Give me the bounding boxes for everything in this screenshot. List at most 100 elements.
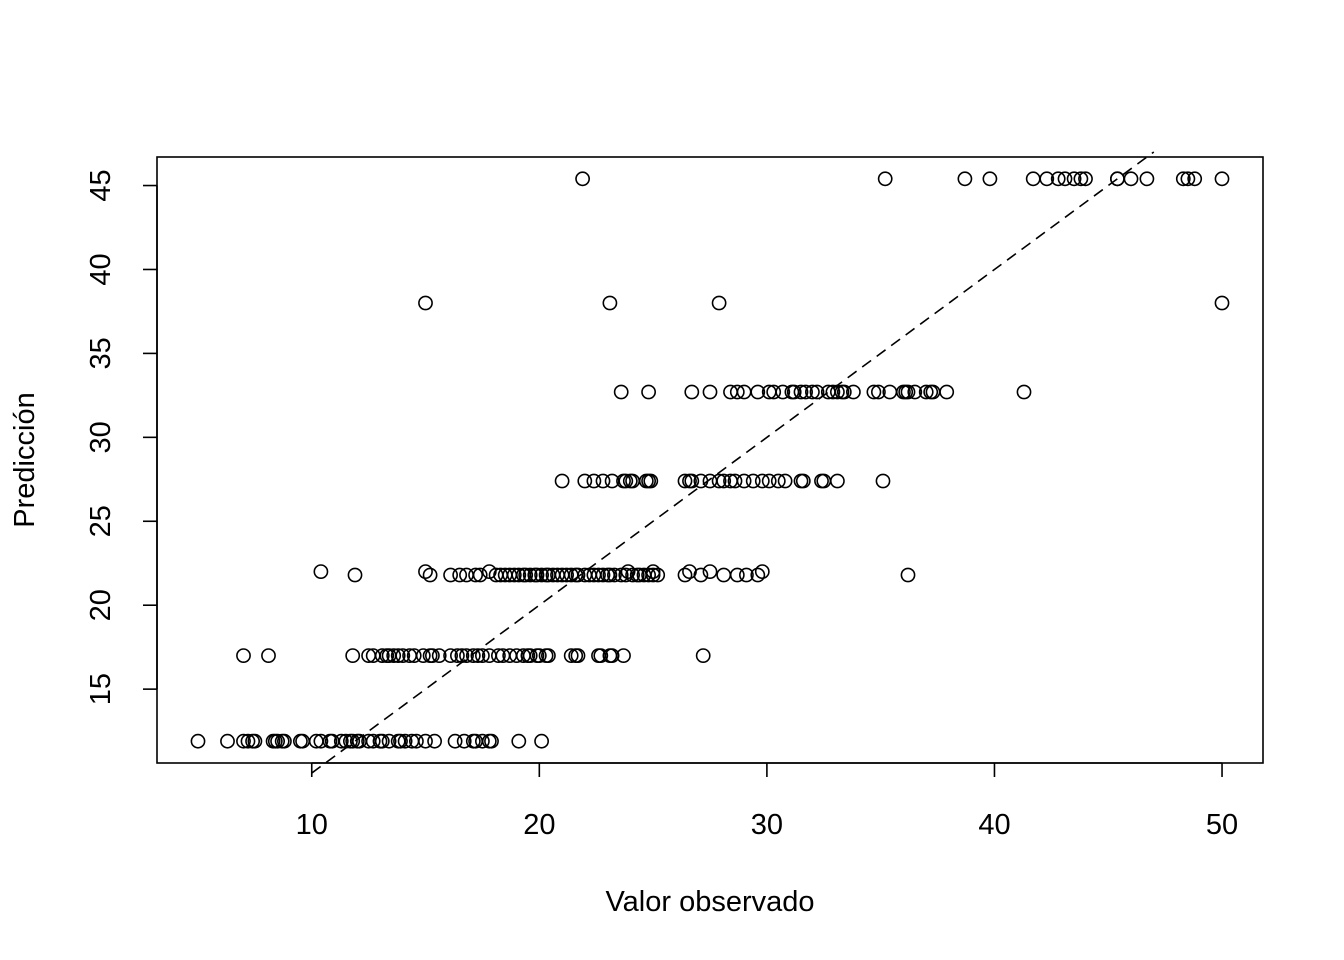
data-point: [939, 384, 955, 400]
data-point: [729, 384, 745, 400]
data-point: [347, 567, 363, 583]
data-point: [474, 733, 490, 749]
reference-line: [311, 151, 1155, 774]
data-point: [490, 648, 506, 663]
data-point: [761, 473, 777, 489]
data-point: [836, 384, 852, 400]
data-point: [459, 648, 474, 663]
data-point: [472, 567, 488, 583]
data-point: [711, 473, 727, 489]
data-point: [1073, 171, 1089, 187]
data-point: [871, 384, 886, 400]
data-point: [449, 648, 465, 663]
data-point: [613, 384, 629, 400]
data-point: [1016, 384, 1032, 400]
data-point: [677, 567, 693, 583]
data-point: [727, 473, 743, 489]
data-point: [240, 733, 256, 749]
y-tick-label: 30: [85, 421, 117, 453]
data-point: [534, 567, 549, 583]
data-point: [247, 733, 263, 749]
data-point: [745, 473, 761, 489]
data-point: [875, 473, 891, 489]
data-point: [554, 473, 570, 489]
data-point: [575, 171, 590, 187]
data-point: [522, 567, 538, 583]
data-point: [607, 567, 622, 583]
data-point: [877, 171, 893, 187]
data-point: [793, 384, 809, 400]
data-point: [276, 733, 292, 749]
data-point: [750, 384, 766, 400]
data-point: [684, 384, 700, 400]
data-point: [1050, 171, 1066, 187]
data-point: [313, 564, 329, 579]
y-tick-label: 15: [85, 673, 117, 705]
x-tick-label: 10: [296, 809, 328, 841]
data-point: [541, 648, 556, 663]
data-point: [236, 733, 251, 749]
data-point: [1214, 171, 1230, 187]
data-point: [431, 648, 447, 663]
data-point: [570, 567, 586, 583]
data-point: [711, 295, 727, 311]
points-layer: [190, 171, 1230, 749]
data-point: [481, 564, 497, 579]
data-point: [595, 473, 611, 489]
data-point: [395, 648, 411, 663]
data-point: [418, 733, 433, 749]
data-point: [345, 648, 361, 663]
data-point: [313, 733, 329, 749]
data-point: [345, 733, 361, 749]
data-point: [422, 567, 438, 583]
data-point: [1123, 171, 1139, 187]
data-point: [798, 384, 813, 400]
x-tick-label: 30: [751, 809, 783, 841]
data-point: [1039, 171, 1055, 187]
data-point: [1066, 171, 1082, 187]
data-point: [406, 648, 422, 663]
data-point: [415, 648, 431, 663]
data-point: [456, 733, 472, 749]
data-point: [613, 567, 629, 583]
y-tick-label: 35: [85, 337, 117, 369]
data-point: [386, 648, 402, 663]
data-point: [716, 473, 732, 489]
data-point: [625, 567, 640, 583]
data-point: [907, 384, 923, 400]
data-point: [261, 648, 276, 663]
data-point: [982, 171, 998, 187]
data-point: [766, 384, 782, 400]
data-point: [465, 648, 481, 663]
data-point: [702, 564, 718, 579]
data-point: [418, 295, 433, 311]
x-tick-label: 40: [978, 809, 1010, 841]
data-point: [650, 567, 666, 583]
data-point: [443, 648, 458, 663]
x-axis: 10 20 30 40 50: [296, 762, 1238, 841]
data-point: [770, 473, 786, 489]
data-point: [424, 648, 440, 663]
data-point: [739, 567, 754, 583]
data-point: [534, 733, 549, 749]
data-point: [591, 567, 606, 583]
data-point: [602, 567, 618, 583]
data-point: [775, 384, 791, 400]
data-point: [559, 567, 574, 583]
data-point: [786, 384, 802, 400]
data-point: [443, 567, 458, 583]
data-point: [846, 384, 861, 400]
data-point: [1139, 171, 1155, 187]
data-point: [427, 733, 442, 749]
data-point: [866, 384, 882, 400]
data-point: [825, 384, 841, 400]
y-tick-label: 25: [85, 505, 117, 537]
data-point: [595, 567, 611, 583]
data-point: [374, 648, 390, 663]
data-point: [602, 295, 618, 311]
data-point: [593, 648, 609, 663]
data-point: [795, 473, 811, 489]
data-point: [1180, 171, 1196, 187]
